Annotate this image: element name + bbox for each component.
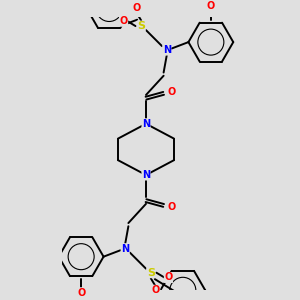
Text: O: O [152,285,160,295]
Text: S: S [137,21,145,31]
Text: S: S [147,268,155,278]
Text: O: O [77,288,85,298]
Text: O: O [132,4,140,14]
Text: O: O [207,1,215,11]
Text: N: N [163,45,171,55]
Text: N: N [142,119,150,129]
Text: O: O [119,16,128,26]
Text: O: O [164,272,172,283]
Text: O: O [167,87,176,97]
Text: N: N [121,244,129,254]
Text: N: N [142,170,150,180]
Text: O: O [167,202,176,212]
